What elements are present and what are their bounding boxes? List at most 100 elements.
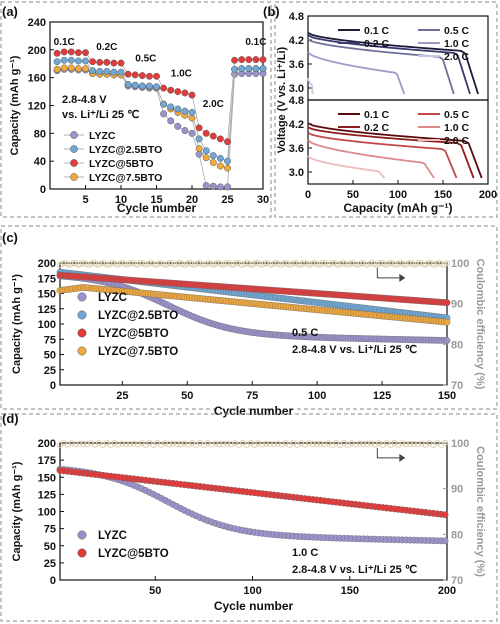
d-ce-point	[154, 439, 161, 446]
d-ce-point	[115, 441, 122, 448]
d-ce-point	[298, 439, 305, 446]
a-point-lyzc-2-5bto	[60, 56, 68, 64]
d-ce-point	[220, 440, 227, 447]
c-ce-point	[80, 259, 87, 266]
d-ce-point	[309, 441, 316, 448]
c-ce-point	[142, 261, 149, 268]
c-legend-label: LYZC@5BTO	[98, 328, 169, 340]
d-ce-point	[348, 440, 355, 447]
d-ytick-label: 0	[50, 575, 56, 587]
b-legend-label: 2.0 C	[444, 51, 470, 63]
a-point-lyzc-2-5bto	[131, 81, 139, 89]
d-ce-point	[177, 441, 184, 448]
d-ce-point	[216, 441, 223, 448]
panel-a-box	[0, 1, 272, 218]
c-y2tick-label: 70	[451, 380, 463, 392]
d-ce-point	[232, 440, 239, 447]
d-ce-point	[356, 440, 363, 447]
d-ce-point	[407, 440, 414, 447]
c-xtick-label: 100	[308, 390, 326, 402]
d-ytick-label: 175	[38, 455, 56, 467]
d-ce-point	[68, 440, 75, 447]
a-point-lyzc-7-5bto	[209, 159, 217, 167]
a-point-lyzc-5bto	[167, 86, 175, 94]
a-xtick-label: 20	[186, 194, 198, 206]
a-point-lyzc-2-5bto	[67, 56, 75, 64]
d-ce-point	[364, 441, 371, 448]
d-y2tick-label: 100	[451, 438, 469, 450]
b-xtick-label: 150	[434, 189, 452, 201]
a-point-lyzc-5bto	[195, 124, 203, 132]
a-point-lyzc-5bto	[238, 56, 246, 64]
a-rate-label: 0.1C	[54, 37, 75, 48]
d-ce-point	[127, 440, 134, 447]
b-curve-0-1-c	[307, 31, 479, 95]
a-point-lyzc-2-5bto	[202, 147, 210, 155]
a-point-lyzc-2-5bto	[224, 157, 231, 165]
c-ce-point	[358, 259, 365, 266]
d-ce-point	[399, 440, 406, 447]
a-legend-marker	[70, 131, 78, 139]
d-ce-point	[352, 441, 359, 448]
d-legend-label: LYZC	[98, 530, 127, 542]
a-point-lyzc-5bto	[117, 59, 125, 67]
c-ce-point	[132, 261, 139, 268]
d-ce-point	[224, 440, 231, 447]
a-point-lyzc-2-5bto	[153, 83, 160, 91]
b-ytick-label: 3.0	[289, 83, 304, 95]
d-ce-point	[204, 440, 211, 447]
a-point-lyzc-5bto	[96, 58, 104, 66]
c-ytick-label: 50	[44, 350, 56, 362]
a-legend-label: LYZC@5BTO	[89, 158, 154, 170]
b-ytick-label: 3.6	[289, 59, 304, 71]
c-legend-marker	[77, 292, 87, 302]
a-point-lyzc-5bto	[110, 59, 118, 67]
d-condition: 1.0 C	[292, 547, 318, 559]
c-ce-point	[329, 259, 336, 266]
b-curve-0-2-c	[307, 126, 475, 179]
d-ce-point	[138, 440, 145, 447]
b-curve-2-0-c	[307, 77, 314, 95]
d-ce-point	[418, 440, 425, 447]
c-ce-arrow	[376, 267, 400, 279]
a-point-lyzc-5bto	[231, 56, 239, 64]
panel-label-a: (a)	[2, 4, 18, 19]
a-point-lyzc-2-5bto	[216, 154, 224, 162]
b-legend-label: 2.0 C	[444, 135, 470, 147]
d-ce-arrow	[376, 447, 400, 459]
c-point-lyzc-5bto	[443, 299, 451, 307]
d-ce-point	[282, 440, 289, 447]
a-point-lyzc-5bto	[252, 56, 260, 64]
a-point-lyzc	[224, 183, 231, 191]
c-ce-point	[443, 260, 450, 267]
b-ytick-label: 4.2	[289, 119, 304, 131]
d-xtick-label: 50	[149, 585, 161, 597]
c-xtick-label: 75	[246, 390, 258, 402]
panel-label-b: (b)	[263, 4, 280, 19]
c-ce-point	[114, 261, 121, 268]
d-ce-point	[267, 440, 274, 447]
d-ce-point	[208, 441, 215, 448]
d-xtick-label: 150	[341, 585, 359, 597]
d-ce-point	[414, 441, 421, 448]
d-ce-point	[80, 440, 87, 447]
d-ce-point	[185, 441, 192, 448]
a-point-lyzc-5bto	[202, 129, 210, 137]
a-ylabel: Capacity (mAh g⁻¹)	[9, 55, 21, 155]
d-ytick-label: 25	[44, 558, 56, 570]
c-ce-point	[69, 260, 76, 267]
a-point-lyzc-5bto	[103, 58, 111, 66]
c-ce-point	[262, 259, 269, 266]
a-point-lyzc-2-5bto	[117, 68, 125, 76]
d-ce-point	[278, 441, 285, 448]
c-ce-point	[295, 261, 302, 268]
d-ce-point	[410, 440, 417, 447]
c-ytick-label: 200	[38, 258, 56, 270]
d-xlabel: Cycle number	[214, 599, 294, 613]
c-ylabel: Capacity (mAh g⁻¹)	[11, 274, 23, 374]
b-legend-label: 0.1 C	[364, 109, 390, 121]
d-y2tick-label: 80	[451, 529, 463, 541]
c-ce-point	[415, 260, 422, 267]
c-ytick-label: 100	[38, 319, 56, 331]
b-curve-2-0-c	[307, 155, 386, 179]
